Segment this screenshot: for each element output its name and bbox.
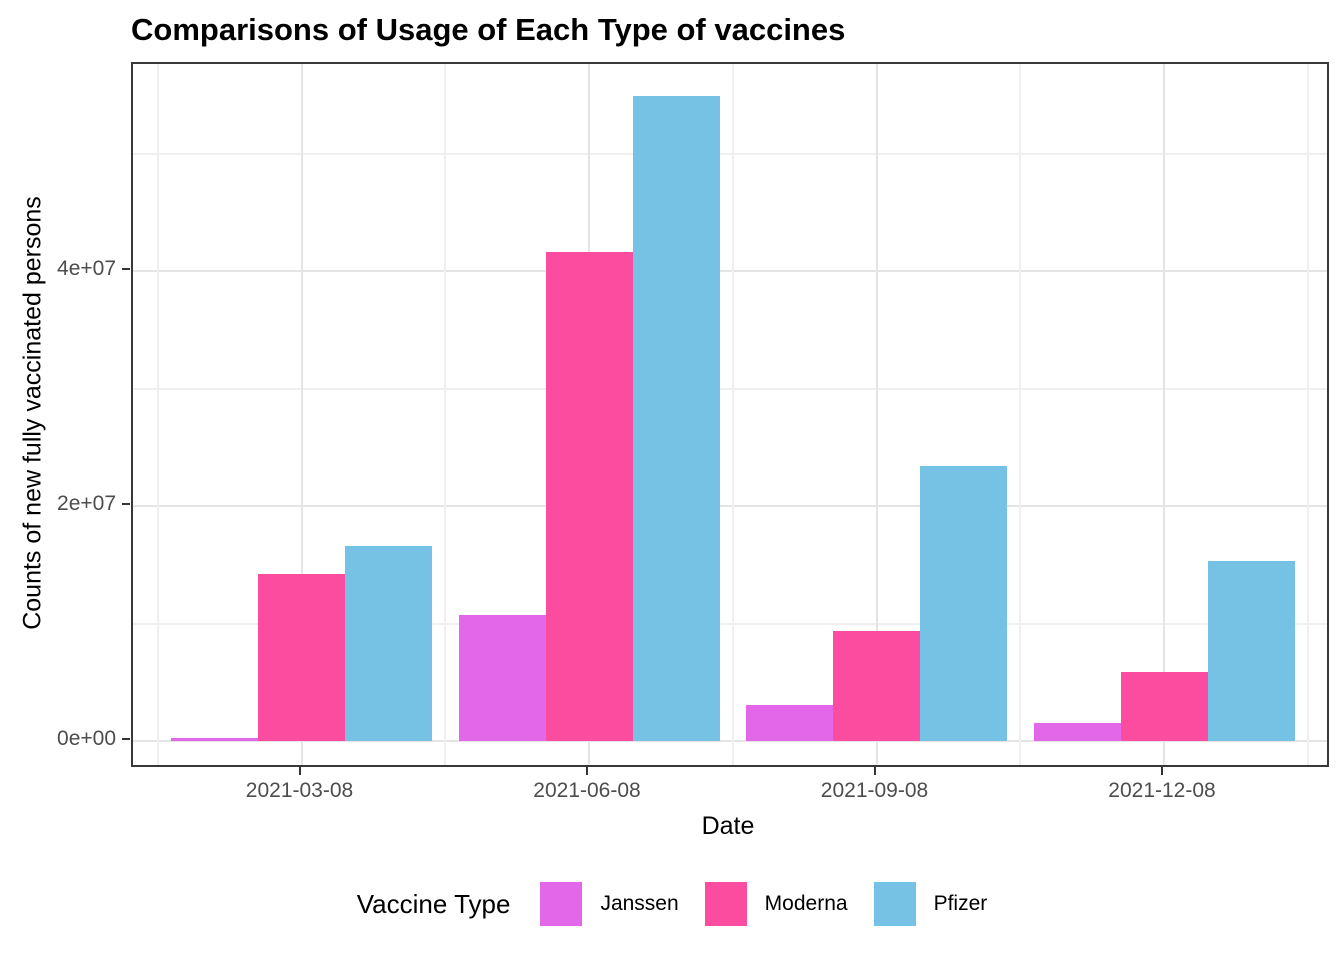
gridline-minor-vertical [1306, 64, 1309, 765]
gridline-minor-horizontal [133, 622, 1327, 625]
bar-janssen-2021-03-08 [171, 738, 258, 741]
legend-title: Vaccine Type [356, 888, 511, 919]
y-tick-mark [122, 503, 130, 505]
x-tick-mark [1161, 767, 1163, 775]
bar-pfizer-2021-03-08 [345, 546, 432, 741]
x-axis-title: Date [701, 812, 755, 840]
legend-items: Janssen Moderna Pfizer [540, 882, 987, 926]
x-tick-label: 2021-12-08 [1108, 779, 1216, 802]
bar-moderna-2021-03-08 [258, 574, 345, 741]
x-tick-mark [298, 767, 301, 775]
x-tick-mark [873, 767, 876, 775]
gridline-minor-horizontal [133, 387, 1327, 390]
bar-moderna-2021-12-08 [1121, 672, 1208, 741]
legend-label-janssen: Janssen [600, 892, 679, 915]
legend-item-moderna: Moderna [704, 882, 848, 926]
bar-janssen-2021-09-08 [746, 705, 833, 741]
plot-area [133, 64, 1327, 765]
gridline-major-vertical [300, 64, 303, 765]
legend-label-moderna: Moderna [764, 892, 848, 915]
x-tick-label: 2021-03-08 [245, 779, 354, 802]
bar-janssen-2021-06-08 [459, 615, 546, 741]
gridline-minor-vertical [444, 64, 447, 765]
plot-panel [131, 62, 1329, 767]
y-tick-mark [122, 268, 130, 270]
y-tick-mark [122, 738, 130, 740]
chart-title: Comparisons of Usage of Each Type of vac… [131, 12, 846, 47]
gridline-major-vertical [1163, 64, 1165, 765]
legend-swatch-moderna [704, 882, 747, 926]
gridline-major-horizontal [133, 270, 1327, 272]
gridline-major-horizontal [133, 505, 1327, 507]
bar-pfizer-2021-06-08 [633, 96, 720, 741]
y-axis-title: Counts of new fully vaccinated persons [18, 196, 47, 630]
gridline-minor-vertical [156, 64, 159, 765]
bar-pfizer-2021-12-08 [1208, 561, 1295, 741]
y-tick-label: 2e+07 [57, 492, 116, 515]
legend-item-pfizer: Pfizer [873, 882, 988, 926]
y-tick-label: 4e+07 [57, 257, 116, 280]
gridline-minor-vertical [1019, 64, 1022, 765]
x-tick-label: 2021-06-08 [533, 779, 641, 802]
bar-pfizer-2021-09-08 [920, 466, 1007, 741]
x-tick-mark [586, 767, 588, 775]
y-tick-label: 0e+00 [57, 727, 116, 750]
gridline-minor-horizontal [133, 152, 1327, 155]
x-tick-label: 2021-09-08 [820, 779, 929, 802]
legend-label-pfizer: Pfizer [933, 892, 988, 915]
gridline-major-horizontal [133, 740, 1327, 742]
bar-moderna-2021-06-08 [546, 252, 633, 741]
gridline-major-vertical [875, 64, 878, 765]
legend-swatch-pfizer [873, 882, 916, 926]
legend-item-janssen: Janssen [540, 882, 679, 926]
bar-janssen-2021-12-08 [1034, 723, 1121, 741]
bar-moderna-2021-09-08 [833, 631, 920, 741]
gridline-minor-vertical [731, 64, 734, 765]
legend-swatch-janssen [540, 882, 583, 926]
legend: Vaccine Type Janssen Moderna Pfizer [0, 882, 1344, 926]
